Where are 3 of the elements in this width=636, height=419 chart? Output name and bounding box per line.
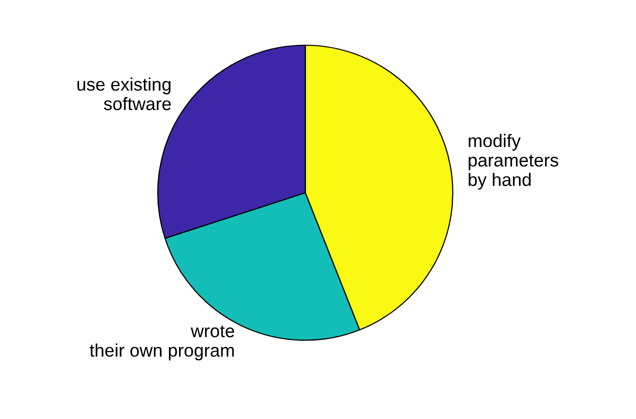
slice-label: modify parameters by hand xyxy=(468,134,558,190)
slice-label: wrote their own program xyxy=(90,325,234,360)
slice-label: use existing software xyxy=(77,78,171,110)
